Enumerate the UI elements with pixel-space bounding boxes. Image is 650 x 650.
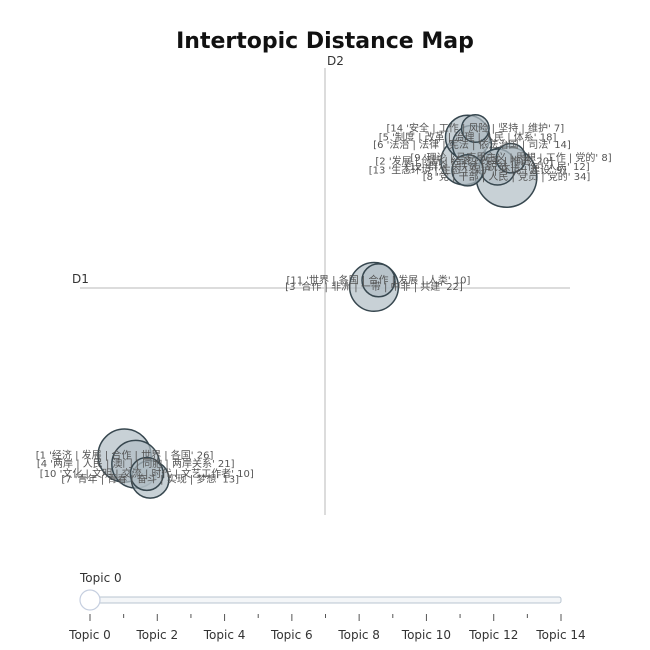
slider-tick-label: Topic 4 xyxy=(203,628,246,642)
topic-label-2: [2 '发展 | 创新 | 经济 | 改革 | 推进' 20] xyxy=(375,155,553,168)
topic-labels: [1 '经济 | 发展 | 合作 | 世界 | 各国' 26][4 '两岸 | … xyxy=(36,122,612,486)
topic-bubble-13[interactable] xyxy=(451,153,484,187)
topic-bubble-9[interactable] xyxy=(495,142,527,174)
topic-label-7: [7 '青年 | 青春 | 奋斗 | 实现 | 梦想' 13] xyxy=(61,472,239,485)
topic-bubble-14[interactable] xyxy=(460,113,490,144)
slider-tick-label: Topic 2 xyxy=(135,628,178,642)
slider-tick-label: Topic 10 xyxy=(401,628,451,642)
slider-tick-label: Topic 0 xyxy=(68,628,111,642)
topic-label-9: [9 '理论 | 马克思主义 | 思想 | 工作 | 党的' 8] xyxy=(410,151,611,164)
topic-bubbles xyxy=(97,113,538,499)
topic-label-1: [1 '经济 | 发展 | 合作 | 世界 | 各国' 26] xyxy=(36,449,214,462)
chart-title: Intertopic Distance Map xyxy=(176,29,474,54)
topic-label-5: [5 '制度 | 改革 | 治理 | 人民 | 体系' 18] xyxy=(379,130,557,143)
slider-current-value: Topic 0 xyxy=(79,571,122,585)
topic-label-4: [4 '两岸 | 人民 | 澳门 | 同胞 | 两岸关系' 21] xyxy=(37,457,235,470)
topic-label-12: [12 '群众 | 扶贫 | 脱贫 | 工作 | 人民' 12] xyxy=(406,160,590,173)
slider-tick-label: Topic 12 xyxy=(468,628,518,642)
topic-bubble-10[interactable] xyxy=(129,456,165,492)
topic-label-10: [10 '文化 | 文明 | 交流 | 时代 | 文艺工作者' 10] xyxy=(40,467,254,480)
topic-label-8: [8 '党 | 干部 | 人民 | 党员 | 党的' 34] xyxy=(423,170,591,183)
topic-slider-track[interactable] xyxy=(89,596,562,604)
d1-axis-label: D1 xyxy=(72,272,89,286)
topic-slider-handle[interactable] xyxy=(79,589,101,611)
topic-label-11: [11 '世界 | 各国 | 合作 | 发展 | 人类' 10] xyxy=(286,273,470,286)
topic-label-6: [6 '法治 | 法律 | 宪法 | 依法治国 | 司法' 14] xyxy=(373,138,571,151)
slider-tick-label: Topic 6 xyxy=(270,628,313,642)
topic-bubble-11[interactable] xyxy=(361,263,396,298)
slider-ticks: Topic 0 Topic 2 Topic 4 Topic 6 Topic 8 Topic… xyxy=(68,614,586,642)
slider-tick-label: Topic 14 xyxy=(535,628,585,642)
topic-label-14: [14 '安全 | 工作 | 风险 | 坚持 | 维护' 7] xyxy=(387,122,565,135)
topic-label-3: [3 '合作 | 非洲 | 一带 | 中非 | 共建' 22] xyxy=(285,280,463,293)
d2-axis-label: D2 xyxy=(327,54,344,68)
topic-label-13: [13 '生态环境 | 生态 | 保护 | 环境 | 建设' 9] xyxy=(369,163,567,176)
slider-tick-label: Topic 8 xyxy=(337,628,380,642)
